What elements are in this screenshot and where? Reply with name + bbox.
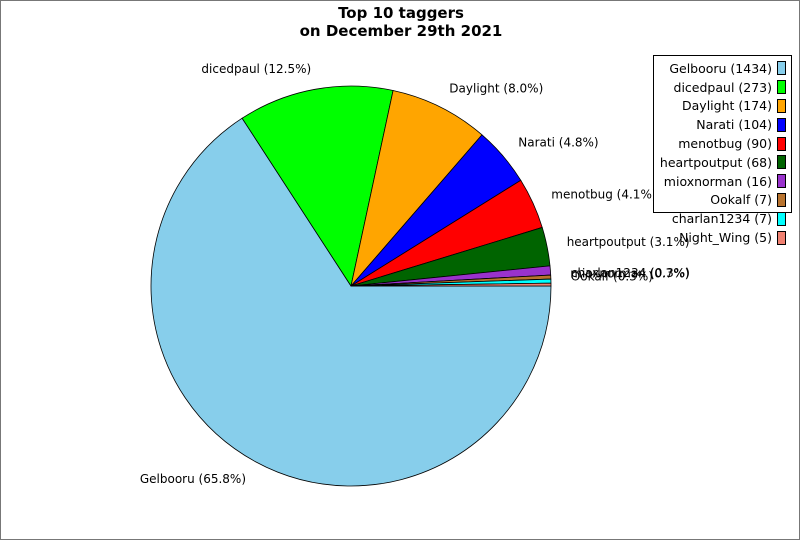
legend-swatch: [777, 80, 786, 95]
legend-swatch: [777, 98, 786, 113]
slice-label-menotbug: menotbug (4.1%): [551, 187, 656, 201]
pie-slice-gelbooru: [150, 117, 552, 487]
legend-item-mioxnorman: mioxnorman (16): [654, 172, 786, 191]
legend: Gelbooru (1434) dicedpaul (273) Daylight (…: [653, 55, 792, 245]
legend-item-heartpoutput: heartpoutput (68): [654, 153, 786, 172]
legend-label: Narati (104): [696, 117, 772, 133]
legend-label: Ookalf (7): [710, 192, 772, 208]
legend-item-ookalf: Ookalf (7): [654, 191, 786, 210]
pie-slices: [150, 85, 552, 487]
legend-swatch: [777, 192, 786, 207]
pie-slice-daylight: [350, 90, 483, 287]
legend-swatch: [777, 230, 786, 245]
legend-label: Gelbooru (1434): [669, 60, 772, 76]
legend-swatch: [777, 174, 786, 189]
legend-label: heartpoutput (68): [659, 154, 772, 170]
slice-label-charlan1234: charlan1234 (0.3%): [571, 266, 690, 280]
legend-item-gelbooru: Gelbooru (1434): [654, 59, 786, 78]
chart-title-line-2: on December 29th 2021: [299, 22, 503, 40]
pie-slice-dicedpaul: [241, 85, 394, 287]
slice-label-narati: Narati (4.8%): [518, 136, 598, 150]
legend-label: menotbug (90): [678, 136, 772, 152]
slice-label-heartpoutput: heartpoutput (3.1%): [567, 235, 690, 249]
legend-swatch: [777, 155, 786, 170]
legend-label: dicedpaul (273): [673, 79, 772, 95]
legend-swatch: [777, 117, 786, 132]
legend-label: charlan1234 (7): [671, 211, 772, 227]
legend-swatch: [777, 136, 786, 151]
legend-item-dicedpaul: dicedpaul (273): [654, 78, 786, 97]
slice-labels: Gelbooru (65.8%) dicedpaul (12.5%) Dayligh…: [140, 62, 690, 486]
legend-label: mioxnorman (16): [663, 173, 772, 189]
pie-slice-night-wing: [350, 282, 552, 287]
slice-label-mioxnorman: mioxnorman (0.7%): [570, 266, 689, 280]
slice-label-gelbooru: Gelbooru (65.8%): [140, 472, 246, 486]
legend-swatch: [777, 61, 786, 76]
slice-label-ookalf: Ookalf (0.3%): [571, 270, 653, 284]
legend-item-daylight: Daylight (174): [654, 97, 786, 116]
legend-swatch: [777, 211, 786, 226]
slice-label-daylight: Daylight (8.0%): [449, 82, 543, 96]
chart-title: Top 10 taggers on December 29th 2021: [1, 4, 799, 40]
legend-item-night-wing: Night_Wing (5): [654, 228, 786, 247]
legend-label: Daylight (174): [682, 98, 772, 114]
chart-title-line-1: Top 10 taggers: [338, 4, 464, 22]
legend-item-narati: Narati (104): [654, 115, 786, 134]
legend-item-charlan1234: charlan1234 (7): [654, 209, 786, 228]
legend-item-menotbug: menotbug (90): [654, 134, 786, 153]
legend-label: Night_Wing (5): [679, 230, 772, 246]
slice-label-dicedpaul: dicedpaul (12.5%): [201, 62, 311, 76]
